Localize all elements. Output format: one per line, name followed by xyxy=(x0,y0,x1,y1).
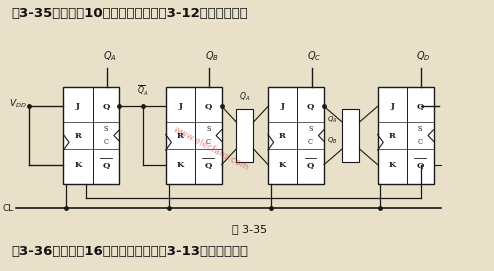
Text: Q: Q xyxy=(416,161,424,169)
Bar xyxy=(63,87,120,184)
Text: $Q_C$: $Q_C$ xyxy=(307,49,321,63)
Text: Q: Q xyxy=(416,102,424,110)
Text: 图3-35所示是除10加法计数线路，表3-12是其真值表。: 图3-35所示是除10加法计数线路，表3-12是其真值表。 xyxy=(11,7,248,20)
Text: $Q_A$: $Q_A$ xyxy=(327,114,337,125)
Text: $Q_D$: $Q_D$ xyxy=(416,49,431,63)
Text: $Q_A$: $Q_A$ xyxy=(239,91,250,104)
Text: S: S xyxy=(104,125,108,133)
Text: Q: Q xyxy=(205,161,212,169)
Text: R: R xyxy=(75,131,82,140)
Bar xyxy=(377,87,434,184)
Text: 图3-36所示是除16加法计数线路，表3-13是其真值表。: 图3-36所示是除16加法计数线路，表3-13是其真值表。 xyxy=(11,245,248,258)
Text: Q: Q xyxy=(102,161,110,169)
Text: Q: Q xyxy=(205,102,212,110)
Text: R: R xyxy=(177,131,184,140)
Text: K: K xyxy=(75,161,82,169)
Text: CL: CL xyxy=(2,204,13,213)
Text: S: S xyxy=(206,125,210,133)
Text: R: R xyxy=(279,131,286,140)
Text: www.elecfans.com: www.elecfans.com xyxy=(171,125,250,173)
Text: $Q_A$: $Q_A$ xyxy=(103,49,117,63)
Bar xyxy=(268,87,324,184)
Text: 图 3-35: 图 3-35 xyxy=(232,224,267,234)
Text: C: C xyxy=(418,138,423,146)
Text: $\overline{Q}_A$: $\overline{Q}_A$ xyxy=(137,84,148,98)
Text: S: S xyxy=(418,125,422,133)
Text: Q: Q xyxy=(307,161,314,169)
Text: C: C xyxy=(104,138,109,146)
Bar xyxy=(236,109,253,162)
Text: R: R xyxy=(389,131,396,140)
Bar xyxy=(342,109,359,162)
Text: C: C xyxy=(308,138,313,146)
Text: $V_{DD}$: $V_{DD}$ xyxy=(9,98,27,111)
Text: Q: Q xyxy=(307,102,314,110)
Text: K: K xyxy=(177,161,184,169)
Text: Q: Q xyxy=(102,102,110,110)
Text: J: J xyxy=(178,102,182,110)
Text: $Q_B$: $Q_B$ xyxy=(205,49,219,63)
Text: J: J xyxy=(281,102,285,110)
Text: K: K xyxy=(279,161,286,169)
Text: J: J xyxy=(76,102,80,110)
Bar xyxy=(165,87,222,184)
Text: C: C xyxy=(206,138,211,146)
Text: S: S xyxy=(308,125,313,133)
Text: $Q_B$: $Q_B$ xyxy=(327,136,337,146)
Text: J: J xyxy=(390,102,394,110)
Text: K: K xyxy=(389,161,396,169)
